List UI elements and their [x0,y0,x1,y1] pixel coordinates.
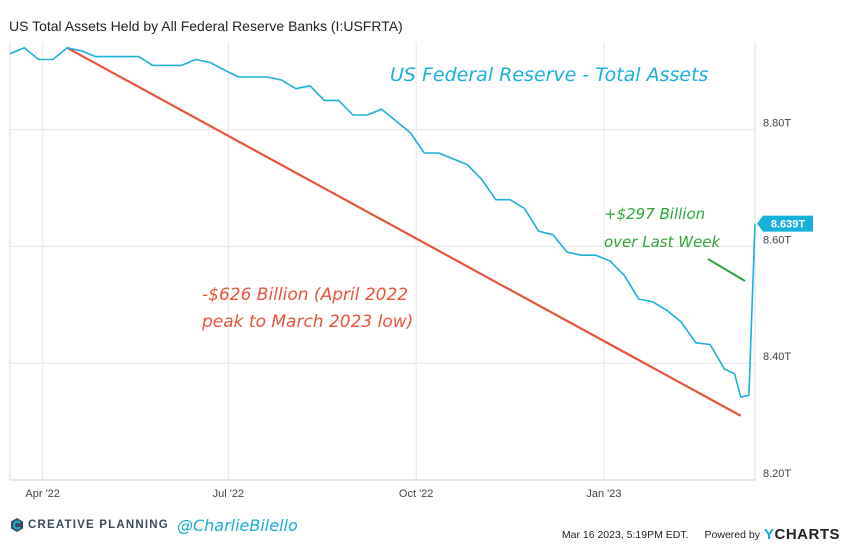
last-value-badge-label: 8.639T [771,219,806,231]
y-tick-label: 8.20T [763,468,791,480]
x-tick-label: Jan '23 [586,488,621,500]
x-tick-label: Oct '22 [399,488,434,500]
trend-layer [66,46,742,417]
y-axis-ticks: 8.20T 8.40T 8.60T 8.80T [763,118,791,480]
total-assets-line [9,47,756,398]
ycharts-logo: YCHARTS [764,526,840,543]
ycharts-logo-rest: CHARTS [774,526,840,543]
grid [10,42,755,481]
annotations: US Federal Reserve - Total Assets -$626 B… [201,64,746,332]
twitter-handle: @CharlieBilello [176,515,298,535]
series-layer [9,47,756,398]
chart-title: US Total Assets Held by All Federal Rese… [9,18,403,34]
x-tick-label: Apr '22 [25,488,60,500]
powered-by-label: Powered by [704,528,760,541]
y-tick-label: 8.80T [763,118,791,130]
increase-annotation-line2: over Last Week [604,233,722,251]
footer-credits: Mar 16 2023, 5:19PM EDT. Powered by YCHA… [562,526,840,543]
creative-planning-logo-text: CREATIVE PLANNING [28,519,169,531]
last-value-badge-bg [757,215,813,232]
plot-frame [9,42,756,481]
timestamp: Mar 16 2023, 5:19PM EDT. [561,528,689,541]
ycharts-logo-y: Y [763,526,775,543]
increase-pointer-line [707,258,746,282]
overlay-title: US Federal Reserve - Total Assets [390,64,709,86]
x-tick-label: Jul '22 [213,488,244,500]
x-axis-ticks: Apr '22 Jul '22 Oct '22 Jan '23 [25,488,621,500]
decline-annotation-line1: -$626 Billion (April 2022 [202,285,408,305]
increase-annotation-line1: +$297 Billion [604,205,705,223]
footer-branding: CREATIVE PLANNING @CharlieBilello [10,514,298,536]
y-tick-label: 8.60T [763,234,791,246]
last-value-badge: 8.639T [757,215,813,232]
creative-planning-logo-icon [11,518,23,532]
chart-area: 8.20T 8.40T 8.60T 8.80T Apr '22 Jul '22 Oct '… [9,42,813,500]
decline-trend-line [66,46,742,417]
decline-annotation-line2: peak to March 2023 low) [201,312,413,332]
y-tick-label: 8.40T [763,351,791,363]
